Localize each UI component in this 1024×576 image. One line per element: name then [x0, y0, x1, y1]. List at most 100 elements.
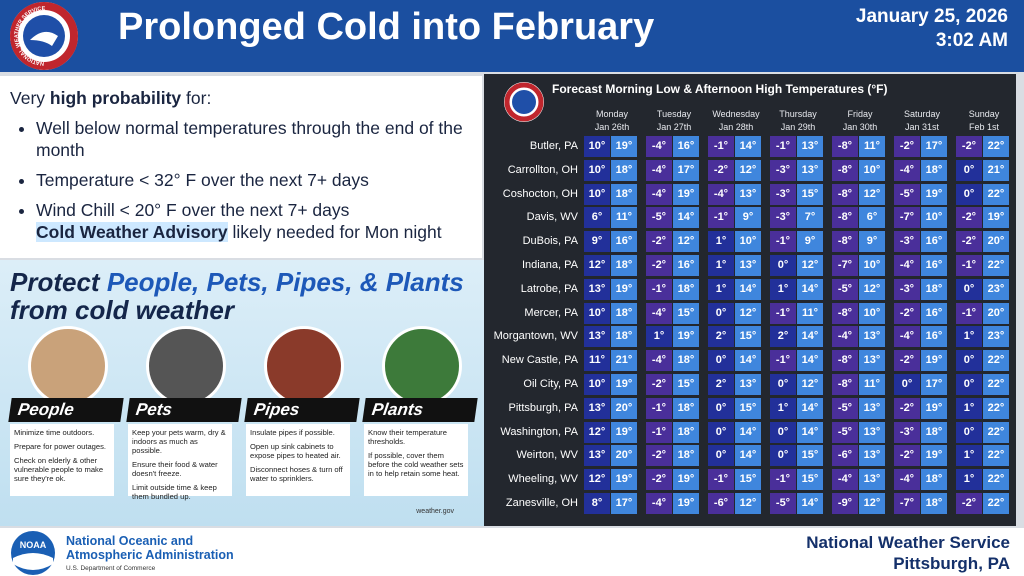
card: Plants Know their temperature thresholds.… — [362, 326, 478, 498]
high-temp: 20° — [611, 445, 637, 467]
high-temp: 18° — [673, 397, 699, 419]
card-label: Pets — [126, 398, 242, 422]
high-temp: 14° — [797, 278, 823, 300]
low-temp: -5° — [894, 183, 920, 205]
low-temp: -8° — [832, 136, 858, 157]
low-temp: -2° — [894, 445, 920, 467]
high-temp: 12° — [735, 302, 761, 324]
high-temp: 23° — [983, 278, 1009, 300]
low-temp: -4° — [832, 326, 858, 348]
low-temp: -5° — [646, 207, 672, 229]
low-temp: -8° — [832, 231, 858, 253]
card-label: Pipes — [244, 398, 360, 422]
source: weather.gov — [416, 508, 454, 515]
low-temp: 13° — [584, 397, 610, 419]
low-temp: 1° — [770, 397, 796, 419]
city: Butler, PA — [529, 140, 578, 152]
low-temp: 10° — [584, 374, 610, 395]
low-temp: 1° — [708, 231, 734, 253]
low-temp: 0° — [770, 421, 796, 443]
noaa-text: NOAA — [20, 540, 47, 550]
low-temp: 1° — [956, 445, 982, 467]
high-temp: 14° — [797, 326, 823, 348]
high-temp: 19° — [921, 397, 947, 419]
low-temp: -2° — [646, 255, 672, 276]
card: People Minimize time outdoors. Prepare for… — [8, 326, 124, 498]
low-temp: 0° — [708, 397, 734, 419]
card-image — [146, 326, 226, 406]
high-temp: 18° — [921, 421, 947, 443]
title-lead: Protect — [10, 267, 100, 297]
title: Prolonged Cold into February — [118, 6, 655, 48]
high-temp: 14° — [735, 421, 761, 443]
high-temp: 18° — [611, 255, 637, 276]
low-temp: 12° — [584, 421, 610, 443]
city: Mercer, PA — [524, 306, 578, 319]
city: Indiana, PA — [521, 259, 578, 271]
low-temp: -4° — [646, 136, 672, 157]
city: Washington, PA — [500, 425, 578, 438]
low-temp: 12° — [584, 469, 610, 491]
high-temp: 10° — [735, 231, 761, 253]
low-temp: -8° — [832, 183, 858, 205]
high-temp: 17° — [921, 136, 947, 157]
card: Pipes Insulate pipes if possible. Open up … — [244, 326, 360, 498]
high-temp: 14° — [797, 350, 823, 372]
high-temp: 13° — [859, 326, 885, 348]
title-focus: People, Pets, Pipes, & Plants — [106, 267, 464, 297]
high-temp: 15° — [735, 469, 761, 491]
high-temp: 22° — [983, 255, 1009, 276]
time: 3:02 AM — [935, 30, 1008, 51]
table-title: Forecast Morning Low & Afternoon High Te… — [552, 82, 888, 96]
high-temp: 18° — [611, 302, 637, 324]
high-temp: 11° — [797, 302, 823, 324]
high-temp: 13° — [859, 421, 885, 443]
low-temp: 11° — [584, 350, 610, 372]
low-temp: 2° — [770, 326, 796, 348]
low-temp: -5° — [770, 493, 796, 514]
high-temp: 13° — [859, 469, 885, 491]
high-temp: 13° — [859, 445, 885, 467]
low-temp: -2° — [646, 445, 672, 467]
high-temp: 22° — [983, 493, 1009, 514]
low-temp: -1° — [770, 302, 796, 324]
high-temp: 21° — [611, 350, 637, 372]
high-temp: 13° — [797, 136, 823, 157]
high-temp: 16° — [611, 231, 637, 253]
low-temp: 0° — [956, 421, 982, 443]
card-tips: Insulate pipes if possible. Open up sink … — [246, 424, 350, 496]
high-temp: 16° — [921, 255, 947, 276]
low-temp: -1° — [770, 350, 796, 372]
high-temp: 12° — [797, 374, 823, 395]
low-temp: -3° — [894, 231, 920, 253]
low-temp: 2° — [708, 374, 734, 395]
bullet: Temperature < 32° F over the next 7+ day… — [36, 169, 482, 191]
high-temp: 18° — [921, 278, 947, 300]
low-temp: 1° — [956, 469, 982, 491]
low-temp: 0° — [894, 374, 920, 395]
low-temp: -4° — [708, 183, 734, 205]
low-temp: 8° — [584, 493, 610, 514]
day-date: Jan 28th — [718, 122, 754, 132]
high-temp: 18° — [611, 159, 637, 181]
high-temp: 19° — [673, 469, 699, 491]
day-date: Jan 26th — [594, 122, 630, 132]
low-temp: 10° — [584, 136, 610, 157]
city: Coshocton, OH — [502, 187, 578, 200]
low-temp: 1° — [708, 278, 734, 300]
high-temp: 19° — [611, 469, 637, 491]
nws-logo-small — [504, 82, 544, 122]
low-temp: -1° — [708, 469, 734, 491]
outlook: Very high probability for: Well below no… — [0, 76, 482, 258]
low-temp: 0° — [708, 350, 734, 372]
org-line1: National Oceanic and — [66, 534, 194, 548]
day-name: Wednesday — [712, 109, 760, 119]
high-temp: 19° — [611, 136, 637, 157]
tip: Ensure their food & water doesn't freeze… — [132, 460, 218, 478]
high-temp: 11° — [611, 207, 637, 229]
high-temp: 10° — [921, 207, 947, 229]
low-temp: -2° — [956, 207, 982, 229]
low-temp: 10° — [584, 159, 610, 181]
day-name: Monday — [595, 109, 629, 119]
